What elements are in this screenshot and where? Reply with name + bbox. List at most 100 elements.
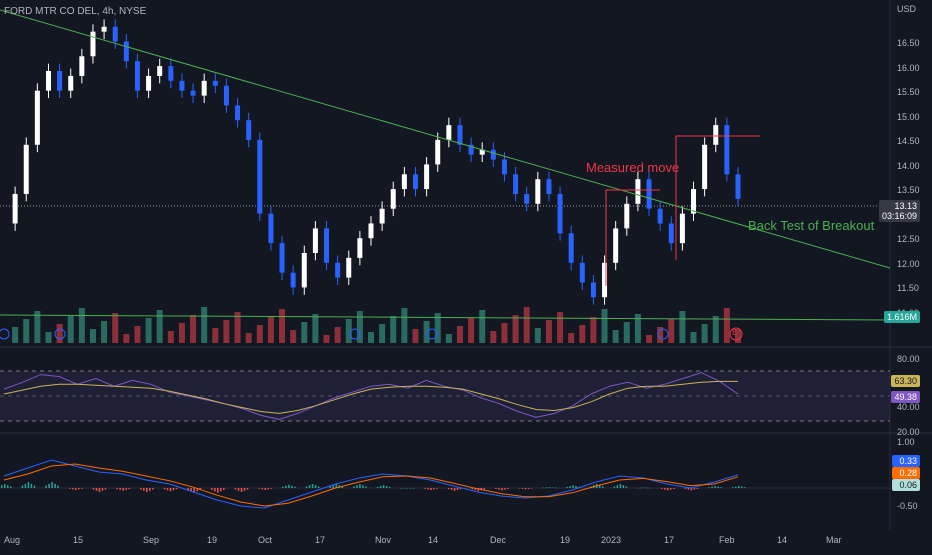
descending-trendline[interactable] <box>0 9 891 269</box>
histogram-bar <box>385 486 388 488</box>
histogram-bar <box>24 483 27 488</box>
bar-countdown: 03:16:09 <box>881 211 917 221</box>
histogram-bar <box>379 486 382 488</box>
histogram-bar <box>78 488 80 490</box>
histogram-bar <box>732 487 734 488</box>
histogram-bar <box>436 488 438 489</box>
histogram-bar <box>663 488 666 490</box>
volume-bar <box>712 316 719 343</box>
currency-label: USD <box>897 4 917 14</box>
histogram-bar <box>143 488 145 491</box>
volume-bar <box>56 324 63 343</box>
volume-bar <box>723 308 730 343</box>
histogram-bar <box>669 488 672 490</box>
back-test-label[interactable]: Back Test of Breakout <box>748 218 875 233</box>
volume-bar <box>234 312 241 343</box>
histogram-bar <box>10 486 12 488</box>
histogram-bar <box>598 485 601 488</box>
histogram-bar <box>57 485 59 488</box>
histogram-bar <box>412 488 415 489</box>
histogram-bar <box>220 488 222 492</box>
signal-line <box>3 463 739 507</box>
measured-move-left[interactable] <box>605 189 660 286</box>
histogram-bar <box>365 486 367 488</box>
histogram-bar <box>311 484 314 488</box>
candle-body <box>424 164 430 190</box>
volume-bar <box>590 317 597 343</box>
volume-bar <box>101 321 108 343</box>
upcoming-earnings-marker[interactable] <box>729 327 743 341</box>
volume-bar <box>479 310 486 343</box>
dividend-marker[interactable] <box>349 328 361 340</box>
candle-body <box>568 233 574 263</box>
measured-move-label[interactable]: Measured move <box>586 160 680 175</box>
histogram-bar <box>211 488 213 490</box>
histogram-bar <box>474 488 477 491</box>
histogram-bar <box>92 488 95 490</box>
candle-body <box>579 262 585 283</box>
event-markers[interactable] <box>0 327 743 341</box>
histogram-bar <box>521 488 524 489</box>
histogram-bar <box>430 488 432 490</box>
earnings-marker[interactable] <box>426 328 438 340</box>
time-axis-label: 19 <box>560 535 571 545</box>
candle-body <box>79 56 85 76</box>
histogram-bar <box>240 488 243 492</box>
symbol-title[interactable]: FORD MTR CO DEL, 4h, NYSE <box>4 6 147 17</box>
time-axis-label: 14 <box>428 535 439 545</box>
volume-bar <box>646 335 653 343</box>
histogram-bar <box>453 488 456 491</box>
candle-body <box>312 228 318 253</box>
candle-body <box>613 228 619 263</box>
histogram-bar <box>288 484 290 488</box>
histogram-bar <box>572 485 574 488</box>
candle-body <box>602 262 608 298</box>
histogram-bar <box>382 485 385 488</box>
candle-body <box>457 125 463 145</box>
volume-bar <box>601 309 608 343</box>
histogram-bar <box>400 488 403 489</box>
volume-bar <box>167 331 174 343</box>
candle-body <box>657 208 663 224</box>
rsi-line <box>3 372 739 420</box>
histogram-bar <box>33 485 36 488</box>
price-axis-tick: 12.00 <box>897 258 920 269</box>
volume-bar <box>34 311 41 343</box>
volume-bar <box>368 332 374 343</box>
histogram-bar <box>261 488 263 490</box>
volume-bar <box>690 332 697 343</box>
histogram-bar <box>329 486 331 488</box>
histogram-bar <box>637 487 639 489</box>
candle-body <box>546 179 552 194</box>
time-axis-label: Feb <box>719 535 735 545</box>
volume-trendline[interactable] <box>0 314 891 321</box>
volume-bar <box>501 323 508 343</box>
volume-bar <box>323 335 330 343</box>
histogram-bar <box>356 485 358 488</box>
histogram-bar <box>116 488 118 490</box>
candle-body <box>201 80 207 96</box>
volume-bar <box>490 331 497 343</box>
time-axis-label: Mar <box>826 535 842 545</box>
price-axis-tick: 12.50 <box>897 234 920 244</box>
histogram-bar <box>149 488 151 491</box>
volume-bar <box>657 327 664 343</box>
histogram-bar <box>1 485 3 488</box>
volume-bar <box>78 308 85 343</box>
volume-bar <box>701 324 708 343</box>
histogram-bar <box>409 488 412 489</box>
dividend-marker[interactable] <box>0 328 10 340</box>
volume-bar <box>523 307 530 343</box>
price-axis-tick: 16.50 <box>897 38 920 48</box>
histogram-bar <box>125 488 127 490</box>
histogram-bar <box>48 483 50 488</box>
dividend-marker[interactable] <box>657 328 669 340</box>
volume-bar <box>245 333 252 343</box>
measured-move-right[interactable] <box>675 135 760 260</box>
histogram-bar <box>643 487 645 489</box>
histogram-bar <box>711 486 713 488</box>
candles <box>12 19 741 305</box>
earnings-marker[interactable] <box>54 328 66 340</box>
